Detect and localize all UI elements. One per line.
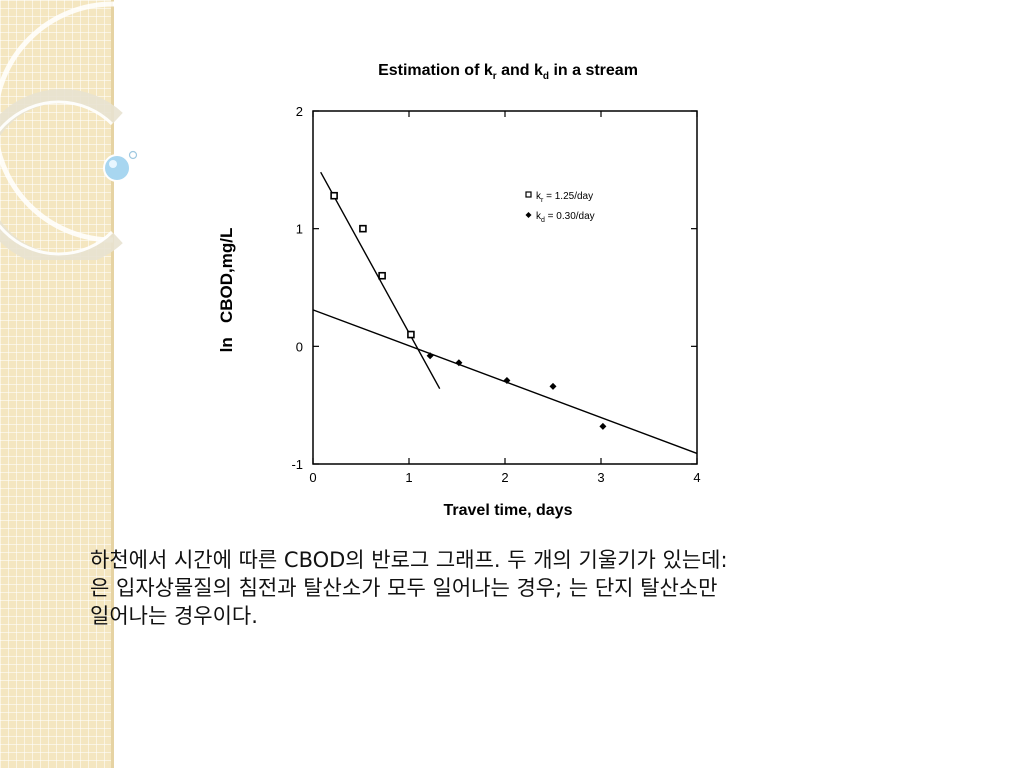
x-tick-label: 4	[693, 470, 700, 485]
caption-line: 일어나는 경우이다.	[90, 604, 258, 628]
data-point-kr	[378, 271, 386, 280]
caption-line: 은 입자상물질의 침전과 탈산소가 모두 일어나는 경우; 는 단지 탈산소만	[90, 576, 718, 600]
plot-frame	[312, 110, 698, 465]
outer-ring-arc	[0, 1, 114, 243]
data-point-kd	[549, 382, 557, 390]
caption-line: 하천에서 시간에 따른 CBOD의 반로그 그래프. 두 개의 기울기가 있는데…	[90, 548, 728, 572]
y-tick-label: 0	[296, 339, 303, 354]
y-axis-label: ln CBOD,mg/L	[217, 228, 236, 353]
data-point-kd	[426, 352, 434, 360]
cbod-chart: Estimation of kr and kd in a stream 0 1 2 3…	[217, 62, 701, 519]
x-tick-label: 3	[597, 470, 604, 485]
bubble-shine	[109, 160, 117, 168]
legend-marker-kd	[525, 212, 532, 218]
slide-caption: 하천에서 시간에 따른 CBOD의 반로그 그래프. 두 개의 기울기가 있는데…	[90, 546, 950, 630]
fit-line-kr	[320, 171, 441, 390]
y-tick-label: 1	[296, 222, 303, 237]
sidebar-edge	[111, 0, 114, 768]
data-point-kd	[455, 359, 463, 367]
data-point-kr	[407, 330, 415, 339]
legend-marker-kr	[525, 191, 532, 198]
data-point-kd	[503, 376, 511, 384]
sidebar-decoration	[0, 0, 113, 768]
x-tick-label: 1	[405, 470, 412, 485]
small-bubble-icon	[128, 150, 138, 160]
y-tick-label: -1	[291, 457, 303, 472]
data-point-kd	[599, 422, 607, 430]
decorative-rings	[0, 1, 138, 260]
x-axis-label: Travel time, days	[444, 502, 573, 519]
inner-ring-arc	[0, 89, 123, 260]
inner-ring-highlight	[0, 100, 114, 256]
legend-label-kd: kd = 0.30/day	[536, 211, 595, 224]
y-tick-label: 2	[296, 104, 303, 119]
x-tick-label: 2	[501, 470, 508, 485]
data-point-kr	[330, 191, 338, 200]
axis-ticks: 0 1 2 3 4 -1 0 1 2	[291, 104, 700, 485]
data-points	[330, 191, 607, 430]
blue-bubble-icon	[103, 154, 131, 182]
legend-label-kr: kr = 1.25/day	[536, 191, 593, 204]
data-point-kr	[359, 224, 367, 233]
x-tick-label: 0	[309, 470, 316, 485]
chart-legend: kr = 1.25/day kd = 0.30/day	[525, 191, 595, 224]
chart-title: Estimation of kr and kd in a stream	[378, 62, 638, 82]
fit-lines	[312, 171, 698, 455]
